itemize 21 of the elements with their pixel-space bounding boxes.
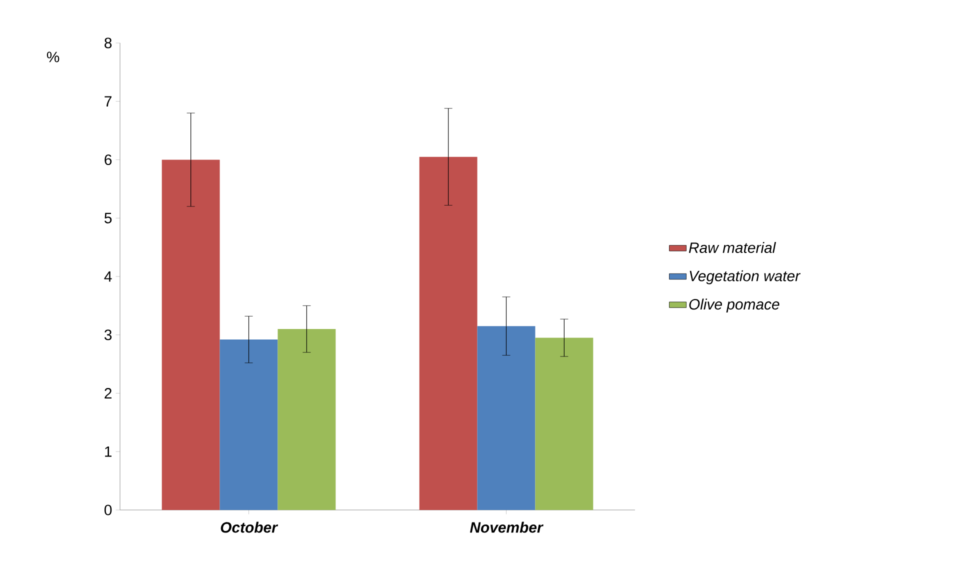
bar (419, 156, 478, 510)
y-tick-label: 8 (104, 38, 112, 48)
legend-label: Olive pomace (689, 298, 780, 313)
legend-label: Raw material (688, 242, 776, 253)
bar (535, 338, 594, 510)
y-tick-label: 1 (105, 446, 112, 457)
x-tick-label: October (220, 522, 278, 533)
bar (278, 329, 336, 510)
y-tick-label: 4 (104, 271, 112, 282)
legend-label: Vegetation water (690, 270, 801, 284)
y-axis-title: % (46, 52, 60, 62)
y-tick-label: 5 (104, 212, 112, 224)
bar (220, 340, 278, 510)
y-tick-label: 2 (104, 388, 112, 398)
bar (477, 326, 536, 510)
y-tick-label: 3 (104, 330, 112, 340)
x-tick-label: November (470, 522, 544, 533)
y-tick-label: 7 (104, 96, 112, 106)
y-tick-label: 0 (104, 504, 112, 516)
y-tick-label: 6 (104, 154, 112, 166)
bar (162, 160, 220, 510)
